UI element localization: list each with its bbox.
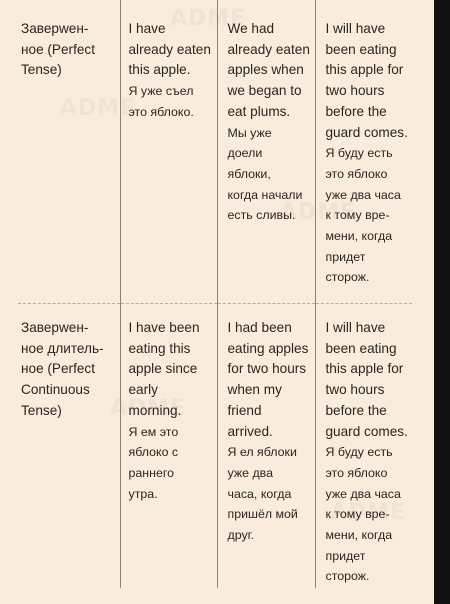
example-ru: Я буду есть это яблоко уже два часа к то… <box>325 445 401 584</box>
example-ru: Я ел яблоки уже два часа, когда пришёл м… <box>227 445 298 543</box>
page-edge-bar <box>434 0 450 604</box>
past-cell: I had been eating apples for two hours w… <box>216 303 315 588</box>
tense-name-cell: Заверwен- ное длитель- ное (Perfect Cont… <box>18 304 120 589</box>
example-ru: Я буду есть это яблоко уже два часа к то… <box>325 146 401 285</box>
present-cell: I have been eating this apple since earl… <box>119 303 217 588</box>
example-en: I had been eating apples for two hours w… <box>227 320 309 439</box>
example-ru: Мы уже доели яблоки, когда начали есть с… <box>227 125 303 223</box>
example-en: I have already eaten this apple. <box>128 21 211 78</box>
future-cell: I will have been eating this apple for t… <box>314 303 412 588</box>
example-ru: Я уже съел это яблоко. <box>128 84 194 119</box>
table-row: Заверwен- ное длитель- ное (Perfect Cont… <box>18 303 412 589</box>
example-en: I have been eating this apple since earl… <box>128 320 200 418</box>
example-en: I will have been eating this apple for t… <box>325 21 408 140</box>
table-row: Заверwен- ное (Perfect Tense) I have alr… <box>18 0 412 304</box>
example-en: I will have been eating this apple for t… <box>325 320 408 439</box>
present-cell: I have already eaten this apple. Я уже с… <box>119 0 217 304</box>
tense-table: Заверwен- ное (Perfect Tense) I have alr… <box>18 0 412 588</box>
example-ru: Я ем это яблоко с раннего утра. <box>128 424 179 501</box>
tense-name: Заверwен- ное длитель- ное (Perfect Cont… <box>21 320 104 418</box>
tense-name: Заверwен- ное (Perfect Tense) <box>21 21 95 78</box>
tense-name-cell: Заверwен- ное (Perfect Tense) <box>18 0 120 304</box>
past-cell: We had already eaten apples when we bega… <box>216 0 315 304</box>
example-en: We had already eaten apples when we bega… <box>227 21 310 119</box>
future-cell: I will have been eating this apple for t… <box>314 0 412 304</box>
